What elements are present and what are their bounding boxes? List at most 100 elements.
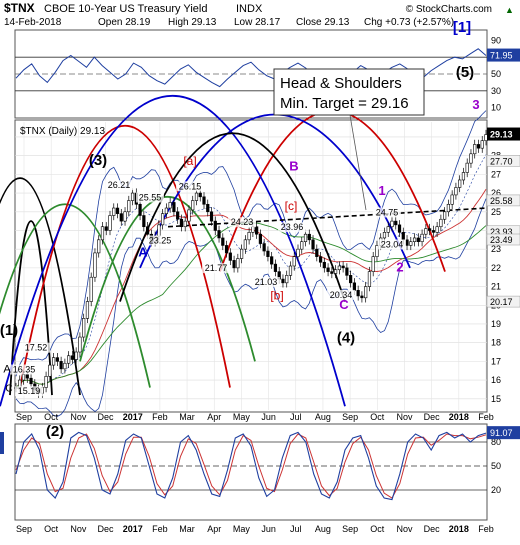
current-price-badge (487, 127, 520, 141)
candle-body (85, 301, 90, 319)
stoch-x-tick-label: 2017 (123, 524, 143, 534)
neckline (167, 207, 488, 228)
wave-label: 3 (472, 97, 479, 112)
chart-header: $TNX CBOE 10-Year US Treasury Yield INDX… (4, 1, 514, 28)
candle-body (307, 233, 311, 241)
price-label: 26.21 (108, 180, 131, 190)
candle-body (70, 355, 74, 360)
wave-label: (5) (456, 64, 474, 81)
rsi-tick-label: 30 (491, 86, 501, 96)
cycle-arc-black-2 (119, 132, 346, 302)
candle-body (255, 226, 259, 235)
wave-label: [c] (285, 199, 298, 213)
candle-body (386, 226, 390, 233)
candle-body (439, 218, 443, 228)
price-x-tick-label: 2017 (123, 412, 143, 422)
price-label: 16.35 (13, 365, 36, 375)
price-label-bg (176, 181, 204, 192)
header-date: 14-Feb-2018 (4, 17, 62, 28)
price-tick-label: 18 (491, 338, 501, 348)
candle-body (285, 275, 289, 284)
rsi-tick-label: 50 (491, 69, 501, 79)
right-value-badge (486, 194, 520, 207)
price-x-tick-label: Sep (16, 412, 32, 422)
stoch-tick-label: 20 (491, 485, 501, 495)
cycle-arc-blue (0, 94, 346, 407)
candle-body (93, 252, 97, 278)
price-tick-label: 25 (491, 207, 501, 217)
candle-body (48, 364, 52, 377)
candle-body (364, 286, 368, 299)
price-label: 24.23 (231, 217, 254, 227)
candle-body (82, 318, 86, 338)
candle-body (352, 282, 357, 291)
price-tick-label: 19 (491, 319, 501, 329)
price-x-tick-label: Oct (370, 412, 385, 422)
candle-body (161, 213, 165, 226)
candle-body (458, 179, 462, 188)
header-close: Close 29.13 (296, 17, 350, 28)
candle-body (243, 239, 247, 250)
candle-body (424, 228, 428, 235)
price-x-tick-label: Oct (44, 412, 59, 422)
candle-body (300, 241, 304, 250)
candle-body (443, 211, 447, 220)
stoch-x-tick-label: Nov (396, 524, 413, 534)
wave-label: (2) (46, 423, 64, 440)
candle-body (258, 233, 263, 244)
candle-body (416, 237, 420, 242)
candle-body (281, 278, 285, 284)
price-label: 24.75 (376, 207, 399, 217)
candle-body (473, 144, 477, 155)
price-label-bg (327, 289, 355, 300)
candle-body (251, 226, 255, 233)
price-label: 20.34 (330, 290, 353, 300)
candle-body (179, 218, 184, 228)
candle-body (435, 226, 439, 233)
candle-body (296, 248, 300, 257)
header-name: CBOE 10-Year US Treasury Yield (44, 3, 207, 15)
candle-body (213, 220, 217, 231)
stoch-x-tick-label: 2018 (449, 524, 469, 534)
candle-body (318, 256, 323, 263)
head-shoulders-annotation: Head & Shoulders Min. Target = 29.16 (273, 68, 425, 211)
candle-body (326, 267, 330, 272)
stoch-x-tick-label: Feb (478, 524, 494, 534)
price-label-bg (10, 364, 38, 375)
candle-body (469, 153, 473, 164)
candle-body (123, 211, 127, 222)
price-x-tick-label: Nov (70, 412, 87, 422)
price-x-tick-label: Mar (179, 412, 195, 422)
price-x-tick-label: Dec (98, 412, 115, 422)
stoch-x-tick-label: Oct (44, 524, 59, 534)
price-label-bg (373, 207, 401, 218)
candle-body (224, 245, 229, 254)
price-label: 15.19 (18, 386, 41, 396)
candle-body (209, 211, 214, 222)
price-label: 23.96 (281, 222, 304, 232)
wave-label: A (138, 245, 148, 260)
price-label-bg (22, 342, 50, 353)
candle-body (476, 144, 481, 149)
price-label: 21.03 (255, 277, 278, 287)
stoch-side-marker (0, 432, 4, 454)
price-label-bg (252, 277, 280, 288)
candle-body (345, 267, 349, 276)
wave-label: B (289, 159, 298, 174)
candle-body (157, 224, 161, 237)
candle-body (21, 374, 26, 381)
price-x-tick-label: Jul (290, 412, 302, 422)
wave-label: [1] (453, 19, 471, 36)
price-x-tick-label: Nov (396, 412, 413, 422)
header-change: Chg +0.73 (+2.57%) (364, 17, 454, 28)
candle-body (311, 239, 315, 250)
candle-body (130, 192, 135, 201)
price-x-tick-label: Dec (424, 412, 441, 422)
price-tick-label: 27 (491, 169, 501, 179)
right-value-label: 20.17 (490, 297, 513, 307)
price-label-bg (15, 386, 43, 397)
price-label-bg (136, 192, 164, 203)
candle-body (360, 295, 364, 299)
wave-label: (3) (89, 152, 107, 169)
